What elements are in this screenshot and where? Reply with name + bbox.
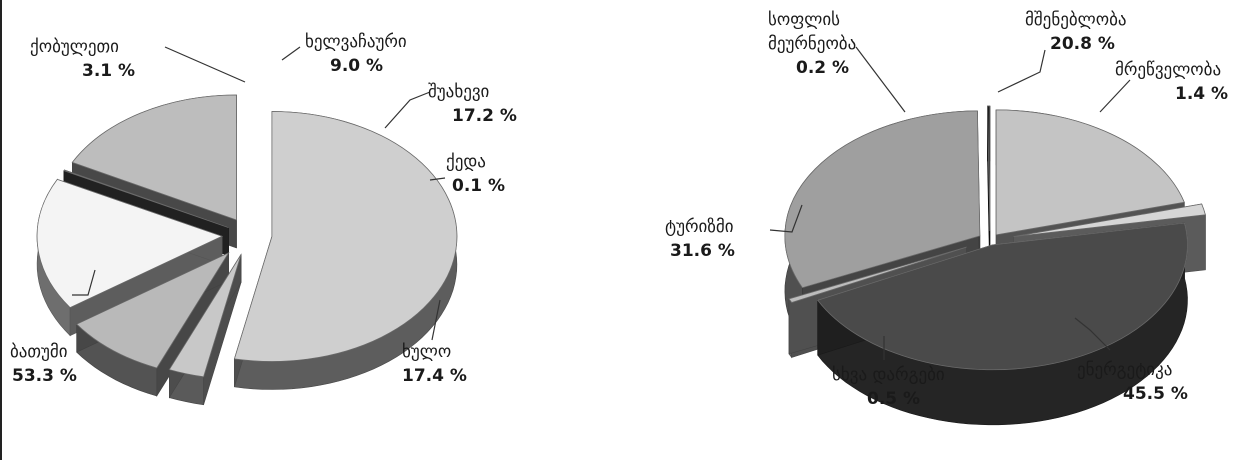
slice-value: 0.1 % bbox=[452, 176, 505, 196]
pie-slice-1-1 bbox=[233, 111, 458, 390]
slice-value: 1.4 % bbox=[1175, 84, 1228, 104]
slice-label-2-2: მრეწველობა 1.4 % bbox=[1099, 60, 1228, 113]
slice-name: მეურნეობა bbox=[768, 34, 856, 54]
pie-slice-top bbox=[36, 178, 224, 309]
slice-name: სხვა დარგები bbox=[832, 365, 945, 385]
slice-label-2-1: მშენებლობა 20.8 % bbox=[997, 10, 1127, 93]
slice-value: 20.8 % bbox=[1050, 34, 1115, 54]
leader-line bbox=[72, 269, 96, 296]
pie-slice-2-3 bbox=[817, 222, 1188, 426]
pie-slice-top bbox=[788, 246, 967, 303]
leader-line bbox=[855, 46, 906, 113]
slice-name: ქობულეთი bbox=[30, 37, 119, 57]
pie-slice-top bbox=[168, 254, 242, 378]
pie-chart-1: ბათუმი 53.3 % ქობულეთი 3.1 % ხელვაჩაური 9.0 %… bbox=[10, 32, 517, 406]
slice-value: 31.6 % bbox=[670, 241, 735, 261]
leader-line bbox=[164, 46, 246, 83]
slice-value: 45.5 % bbox=[1123, 384, 1188, 404]
pie-slice-top bbox=[71, 94, 237, 221]
slice-name: მშენებლობა bbox=[1025, 10, 1127, 30]
leader-line bbox=[431, 299, 441, 341]
slice-value: 17.2 % bbox=[452, 106, 517, 126]
slice-label-2-4: სხვა დარგები 0.5 % bbox=[832, 336, 945, 409]
slice-name: ხელვაჩაური bbox=[305, 32, 407, 52]
pie-slice-top bbox=[987, 105, 991, 232]
pie-slice-1-2 bbox=[168, 253, 242, 406]
leader-line bbox=[1099, 79, 1131, 113]
slice-value: 17.4 % bbox=[402, 366, 467, 386]
slice-name: ხულო bbox=[402, 342, 451, 362]
slice-label-1-3: ხელვაჩაური 9.0 % bbox=[281, 32, 407, 76]
slice-name: ენერგეტიკა bbox=[1077, 360, 1172, 380]
slice-label-2-3: ენერგეტიკა 45.5 % bbox=[1074, 317, 1188, 404]
slice-label-1-6: ხულო 17.4 % bbox=[402, 299, 467, 386]
slice-label-1-4: შუახევი 17.2 % bbox=[384, 82, 517, 129]
pie-slice-top bbox=[1013, 203, 1206, 238]
pie-slice-top bbox=[233, 111, 458, 362]
slice-name: სოფლის bbox=[768, 10, 840, 30]
slice-label-1-1: ბათუმი 53.3 % bbox=[10, 269, 96, 386]
pie-slice-top bbox=[63, 169, 229, 228]
pie-slice-top bbox=[817, 222, 1188, 371]
slice-value: 0.5 % bbox=[867, 389, 920, 409]
slice-value: 3.1 % bbox=[82, 61, 135, 81]
pie-chart-2: მშენებლობა 20.8 %მრეწველობა 1.4 % ენერგეტიკ… bbox=[665, 10, 1228, 426]
slice-name: ტურიზმი bbox=[665, 217, 734, 237]
leader-line bbox=[1074, 317, 1111, 351]
slice-label-1-5: ქედა 0.1 % bbox=[429, 152, 505, 196]
slice-name: შუახევი bbox=[428, 82, 489, 102]
slice-label-1-2: ქობულეთი 3.1 % bbox=[30, 37, 246, 83]
leader-line bbox=[429, 177, 446, 181]
slice-label-2-5: ტურიზმი 31.6 % bbox=[665, 204, 803, 261]
slice-label-2-6: სოფლის მეურნეობა 0.2 % bbox=[768, 10, 906, 113]
slice-name: მრეწველობა bbox=[1115, 60, 1221, 80]
slice-value: 53.3 % bbox=[12, 366, 77, 386]
slice-value: 0.2 % bbox=[796, 58, 849, 78]
slice-name: ქედა bbox=[446, 152, 486, 172]
pie-slice-top bbox=[995, 109, 1185, 236]
leader-line bbox=[997, 49, 1046, 93]
slice-name: ბათუმი bbox=[10, 342, 68, 362]
leader-line bbox=[384, 91, 431, 129]
pie-slice-top bbox=[784, 110, 981, 289]
pie-slice-top bbox=[76, 251, 230, 369]
slice-value: 9.0 % bbox=[330, 56, 383, 76]
leader-line bbox=[769, 204, 803, 233]
leader-line bbox=[281, 46, 301, 61]
